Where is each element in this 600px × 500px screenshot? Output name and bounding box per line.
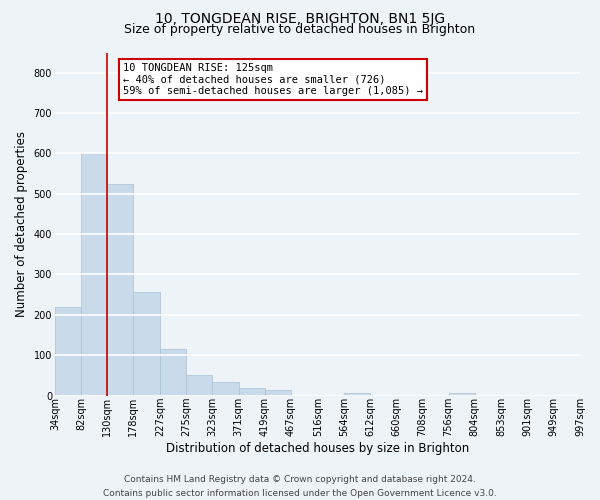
Text: 10, TONGDEAN RISE, BRIGHTON, BN1 5JG: 10, TONGDEAN RISE, BRIGHTON, BN1 5JG [155,12,445,26]
Y-axis label: Number of detached properties: Number of detached properties [15,131,28,317]
Bar [265,390,291,396]
Bar [186,376,212,396]
Bar [55,307,81,396]
Text: Size of property relative to detached houses in Brighton: Size of property relative to detached ho… [124,22,476,36]
Bar [107,184,133,396]
Bar [449,392,475,396]
Bar [344,392,370,396]
X-axis label: Distribution of detached houses by size in Brighton: Distribution of detached houses by size … [166,442,469,455]
Bar [81,154,107,396]
Bar [133,292,160,396]
Text: 10 TONGDEAN RISE: 125sqm
← 40% of detached houses are smaller (726)
59% of semi-: 10 TONGDEAN RISE: 125sqm ← 40% of detach… [123,63,423,96]
Bar [239,388,265,396]
Text: Contains HM Land Registry data © Crown copyright and database right 2024.
Contai: Contains HM Land Registry data © Crown c… [103,476,497,498]
Bar [212,382,239,396]
Bar [160,349,186,396]
